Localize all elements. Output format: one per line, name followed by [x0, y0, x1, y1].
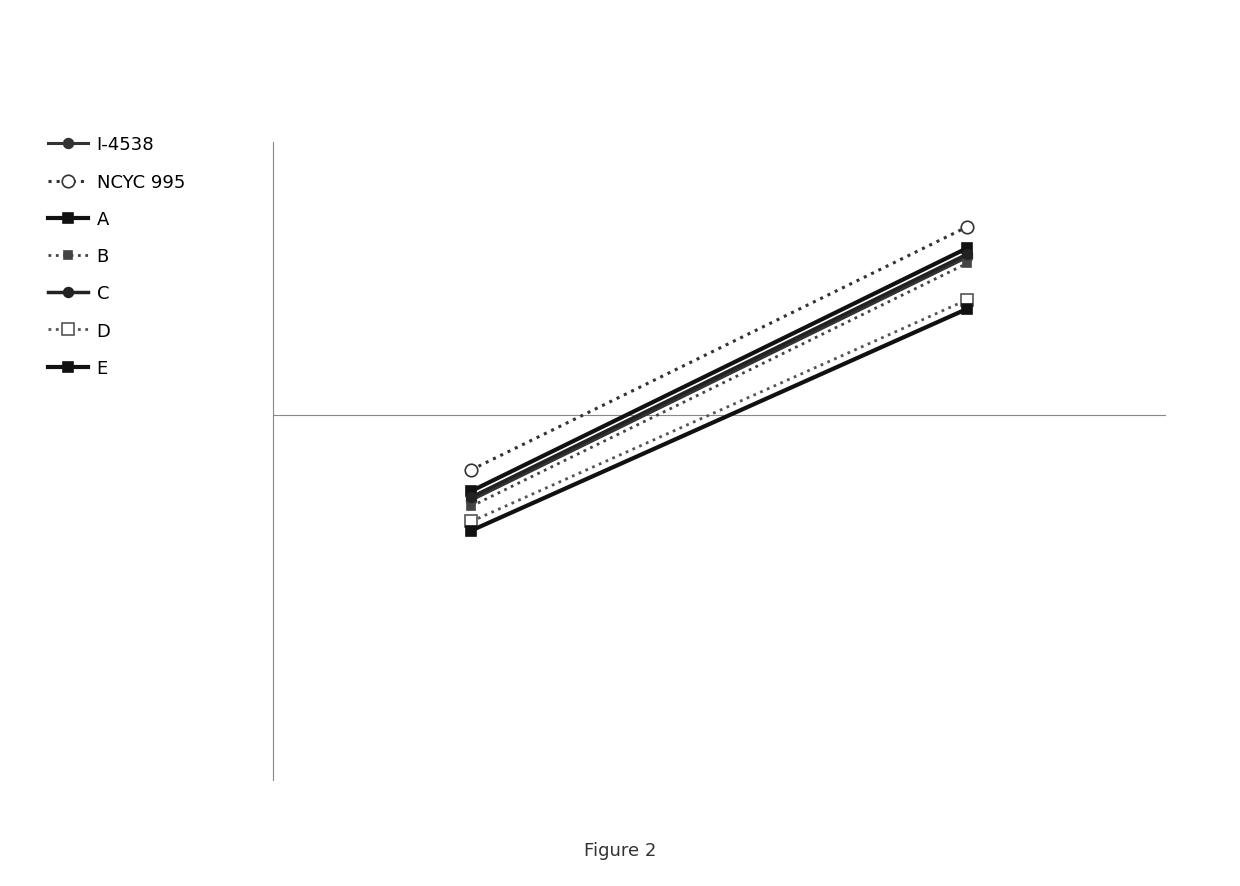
- Legend: I-4538, NCYC 995, A, B, C, D, E: I-4538, NCYC 995, A, B, C, D, E: [41, 129, 192, 385]
- Text: Figure 2: Figure 2: [584, 842, 656, 859]
